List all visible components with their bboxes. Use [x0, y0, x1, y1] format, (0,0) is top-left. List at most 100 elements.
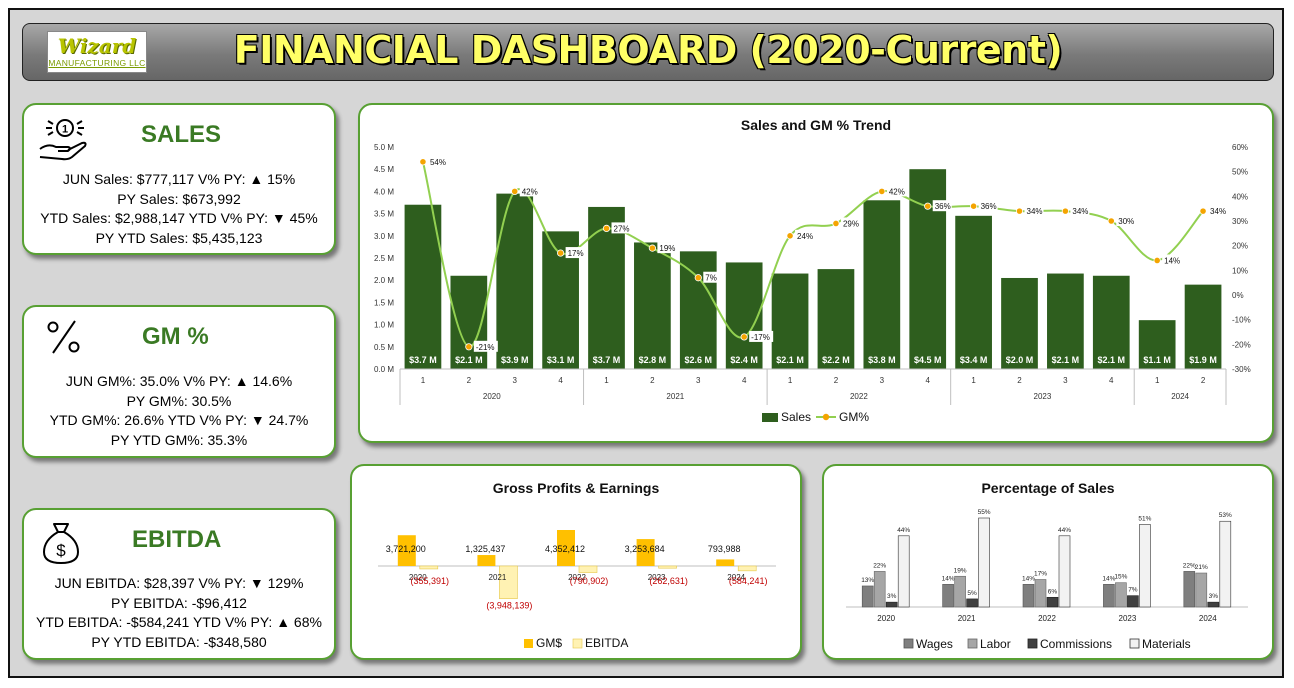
gm-label-background — [886, 185, 906, 197]
legend-wages-label: Wages — [916, 637, 953, 651]
gm-percent-point — [511, 187, 519, 196]
commissions-value-label: 6% — [1048, 588, 1058, 595]
legend-sales-label: Sales — [781, 410, 811, 424]
sales-bar-label: $2.1 M — [776, 355, 804, 365]
sales-bar-label: $3.7 M — [593, 355, 621, 365]
sales-bar-label: $4.5 M — [914, 355, 942, 365]
gm-dollar-bar — [397, 535, 416, 566]
quarter-tick-label: 1 — [421, 376, 426, 385]
materials-value-label: 51% — [1138, 515, 1151, 522]
gm-percent-point — [878, 187, 886, 196]
materials-bar — [978, 517, 990, 608]
y-left-tick-label: 5.0 M — [374, 143, 394, 152]
sales-bar-label: $2.8 M — [639, 355, 667, 365]
gm-dollar-label: 3,253,684 — [625, 544, 665, 554]
dashboard-header: Wizard MANUFACTURING LLC FINANCIAL DASHB… — [22, 23, 1274, 81]
gm-kpi-details: JUN GM%: 35.0% V% PY: ▲ 14.6% PY GM%: 30… — [24, 372, 334, 450]
sales-bar-label: $3.8 M — [868, 355, 896, 365]
sales-bar-label: $3.7 M — [409, 355, 437, 365]
y-left-tick-label: 2.5 M — [374, 254, 394, 263]
ebitda-bar — [419, 565, 439, 570]
sales-bar — [955, 215, 992, 369]
sales-bar-label: $2.0 M — [1006, 355, 1034, 365]
year-tick-label: 2022 — [850, 392, 868, 401]
ebitda-label: (790,902) — [570, 576, 609, 586]
logo-wordmark: Wizard — [57, 34, 137, 58]
gm-percent-point — [648, 244, 656, 252]
sales-bar-label: $3.4 M — [960, 355, 988, 365]
sales-bar — [1047, 273, 1084, 369]
gm-percent-point — [1061, 207, 1069, 215]
y-right-tick-label: -30% — [1232, 365, 1251, 374]
legend-sales-swatch — [762, 413, 778, 422]
labor-value-label: 22% — [873, 562, 886, 569]
gm-label-background — [932, 200, 952, 212]
commissions-value-label: 3% — [1209, 593, 1219, 600]
gm-percent-point — [740, 333, 748, 341]
gm-dollar-bar — [716, 559, 735, 566]
ebitda-label: (584,241) — [729, 576, 768, 586]
gp-category-label: 2021 — [489, 573, 507, 582]
gm-percent-label: 36% — [935, 202, 951, 211]
gm-label-background — [1024, 205, 1044, 217]
gm-label-background — [473, 340, 498, 352]
trend-chart-title: Sales and GM % Trend — [740, 117, 892, 133]
gm-label-background — [519, 185, 539, 197]
gm-label-background — [795, 229, 815, 241]
sales-kpi-line: PY YTD Sales: $5,435,123 — [95, 229, 263, 246]
commissions-value-label: 5% — [967, 590, 977, 597]
materials-value-label: 44% — [897, 527, 910, 534]
sales-kpi-line: YTD Sales: $2,988,147 YTD V% PY: ▼ 45% — [40, 210, 318, 226]
gp-category-label: 2020 — [409, 573, 427, 582]
sales-kpi-line: PY Sales: $673,992 — [117, 190, 241, 207]
commissions-bar — [1127, 595, 1139, 608]
gm-kpi-card: GM % JUN GM%: 35.0% V% PY: ▲ 14.6% PY GM… — [22, 305, 336, 458]
labor-value-label: 21% — [1195, 564, 1208, 571]
year-tick-label: 2021 — [666, 392, 684, 401]
commissions-value-label: 3% — [887, 593, 897, 600]
y-left-tick-label: 0.5 M — [374, 343, 394, 352]
ebitda-kpi-line: PY EBITDA: -$96,412 — [111, 594, 247, 611]
money-hand-icon: 1 — [39, 119, 87, 161]
gm-percent-label: 34% — [1210, 207, 1226, 216]
sales-bar — [679, 251, 717, 369]
materials-bar — [1058, 535, 1071, 608]
gm-dollar-label: 1,325,437 — [465, 544, 505, 554]
ebitda-bar — [499, 565, 518, 599]
pos-category-label: 2021 — [958, 614, 976, 623]
sales-bar — [634, 242, 671, 369]
sales-kpi-title: SALES — [141, 121, 222, 148]
gp-category-label: 2023 — [648, 573, 666, 582]
gm-label-background — [1208, 205, 1228, 217]
gm-percent-label: 27% — [614, 224, 630, 233]
gm-percent-label: 36% — [981, 202, 997, 211]
labor-value-label: 19% — [954, 567, 967, 574]
pos-category-label: 2024 — [1199, 614, 1217, 623]
materials-bar — [897, 535, 910, 608]
ebitda-bar — [578, 565, 598, 573]
quarter-tick-label: 4 — [1109, 376, 1114, 385]
y-left-tick-label: 4.0 M — [374, 187, 394, 196]
quarter-tick-label: 4 — [925, 376, 930, 385]
ebitda-kpi-details: JUN EBITDA: $28,397 V% PY: ▼ 129% PY EBI… — [24, 574, 334, 652]
svg-text:$: $ — [56, 541, 66, 560]
labor-value-label: 15% — [1114, 574, 1127, 581]
legend-wages-swatch — [903, 638, 914, 649]
ebitda-bar — [737, 565, 757, 572]
wages-value-label: 13% — [861, 577, 874, 584]
company-logo: Wizard MANUFACTURING LLC — [47, 31, 147, 73]
gm-label-background — [657, 242, 677, 254]
gm-percent-line — [421, 161, 1204, 348]
y-left-tick-label: 1.5 M — [374, 298, 394, 307]
quarter-tick-label: 1 — [788, 376, 793, 385]
sales-bar — [1001, 277, 1038, 369]
y-right-tick-label: -20% — [1232, 340, 1251, 349]
ebitda-kpi-line: JUN EBITDA: $28,397 V% PY: ▼ 129% — [54, 575, 304, 591]
year-tick-label: 2020 — [483, 392, 501, 401]
labor-value-label: 17% — [1034, 570, 1047, 577]
wages-value-label: 14% — [1102, 575, 1115, 582]
legend-labor-label: Labor — [980, 637, 1011, 651]
sales-kpi-card: 1 SALES JUN Sales: $777,117 V% PY: ▲ 15%… — [22, 103, 336, 255]
sales-bar-label: $1.1 M — [1143, 355, 1171, 365]
wages-bar — [1022, 584, 1035, 608]
